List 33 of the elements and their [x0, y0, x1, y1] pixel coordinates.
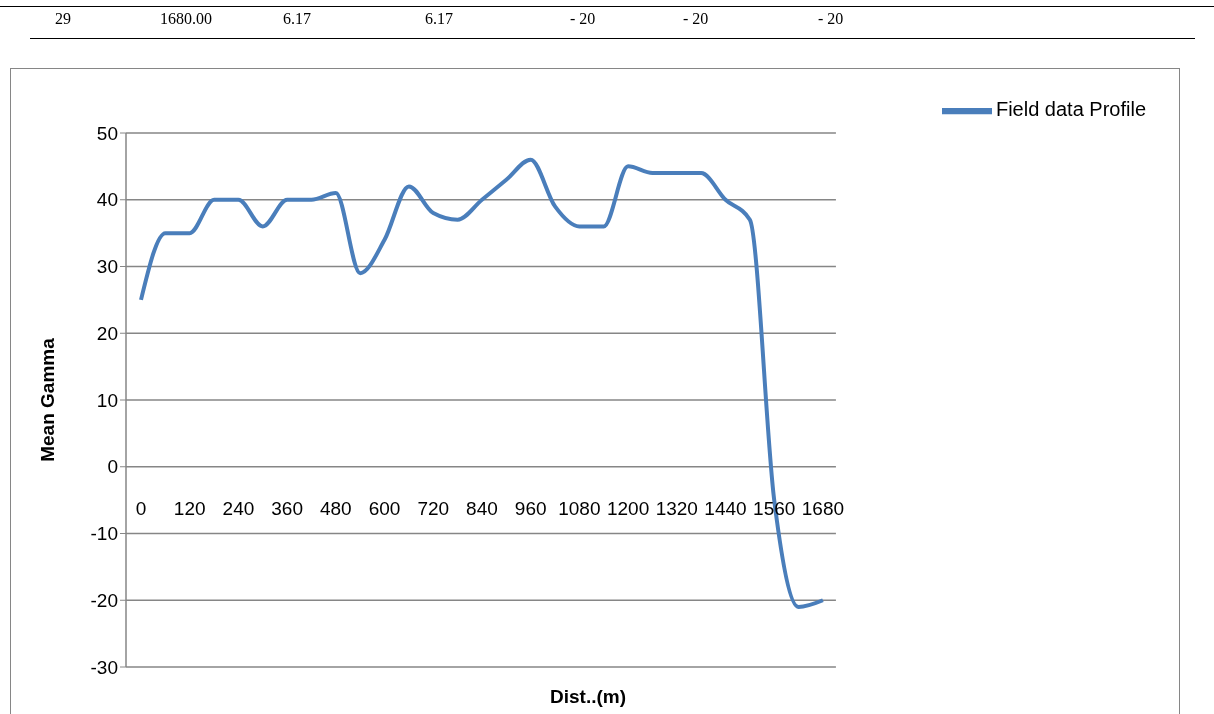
text: - 20: [570, 10, 596, 28]
x-tick-label: 0: [135, 498, 147, 520]
text: - 20: [683, 10, 709, 28]
x-tick-label: 240: [222, 498, 255, 520]
y-tick-label: -20: [90, 589, 118, 611]
y-tick-label: -30: [90, 656, 118, 678]
text: 29: [55, 10, 71, 28]
y-tick-label: 50: [96, 122, 118, 144]
legend-label: Field data Profile: [995, 98, 1146, 121]
x-axis-title: Dist..(m): [550, 686, 626, 708]
text: 1680.00: [160, 10, 212, 28]
x-tick-label: 840: [466, 498, 498, 520]
x-tick-label: 960: [514, 498, 547, 520]
y-tick-label: 0: [107, 456, 118, 478]
y-tick-label: 20: [96, 322, 118, 344]
y-tick-label: 10: [96, 389, 118, 411]
x-tick-label: 1200: [606, 498, 650, 520]
x-tick-label: 1320: [655, 498, 698, 520]
x-tick-label: 1680: [801, 498, 845, 520]
x-tick-label: 600: [368, 498, 401, 520]
text: - 20: [818, 10, 844, 28]
y-tick-label: 40: [96, 189, 118, 211]
text: 6.17: [425, 10, 453, 28]
y-tick-label: -10: [90, 523, 118, 545]
x-tick-label: 360: [271, 498, 303, 520]
y-axis-title: Mean Gamma: [37, 338, 59, 462]
x-tick-label: 120: [173, 498, 206, 520]
x-tick-label: 1440: [704, 498, 747, 520]
text: 6.17: [283, 10, 311, 28]
x-tick-label: 480: [319, 498, 352, 520]
x-tick-label: 720: [417, 498, 450, 520]
x-tick-label: 1080: [558, 498, 601, 520]
y-tick-label: 30: [96, 256, 118, 278]
